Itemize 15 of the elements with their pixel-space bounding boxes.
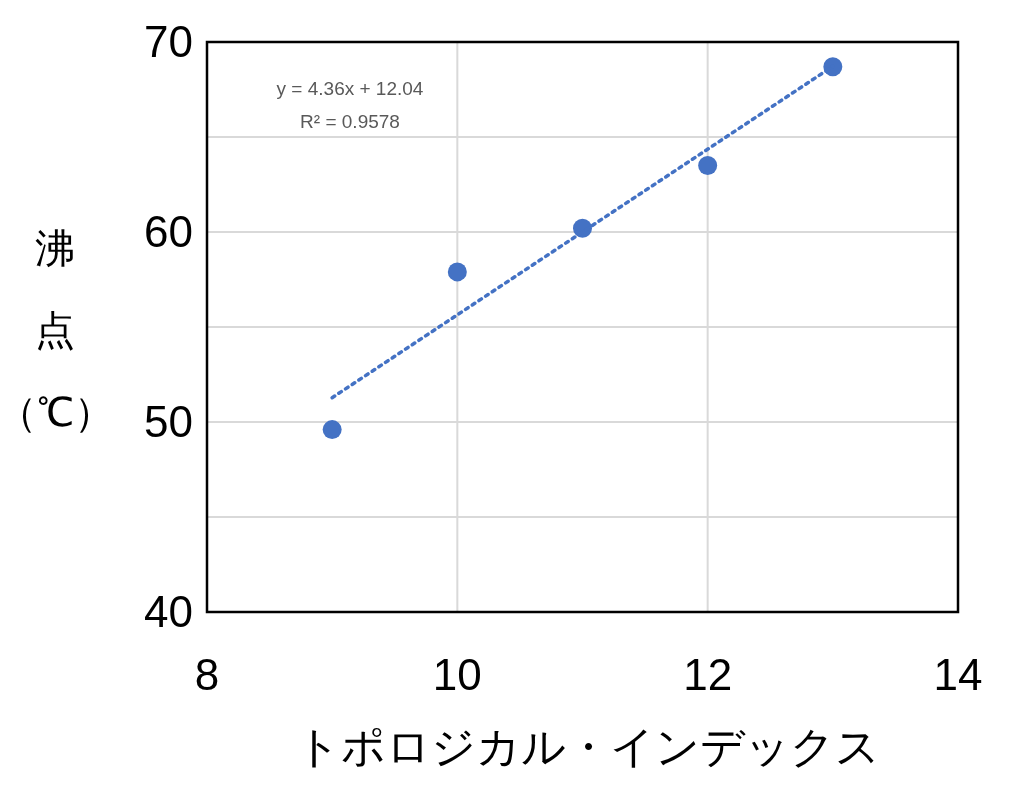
y-tick-label: 50 — [144, 397, 193, 446]
x-tick-label: 12 — [683, 650, 733, 699]
y-axis-title: 沸点（℃） — [0, 226, 114, 434]
x-axis-title: トポロジカル・インデックス — [295, 722, 880, 771]
y-tick-label: 40 — [144, 587, 193, 636]
point — [698, 156, 718, 175]
point — [447, 262, 467, 282]
y-tick-label: 70 — [144, 17, 193, 66]
x-tick-label: 10 — [432, 650, 482, 699]
x-tick-label: 14 — [933, 650, 983, 699]
y-tick-label: 60 — [144, 207, 193, 256]
annotation: y = 4.36x + 12.04 — [276, 78, 424, 99]
annotation: R² = 0.9578 — [300, 111, 400, 132]
x-tick-label: 8 — [194, 650, 220, 699]
point — [322, 420, 342, 440]
